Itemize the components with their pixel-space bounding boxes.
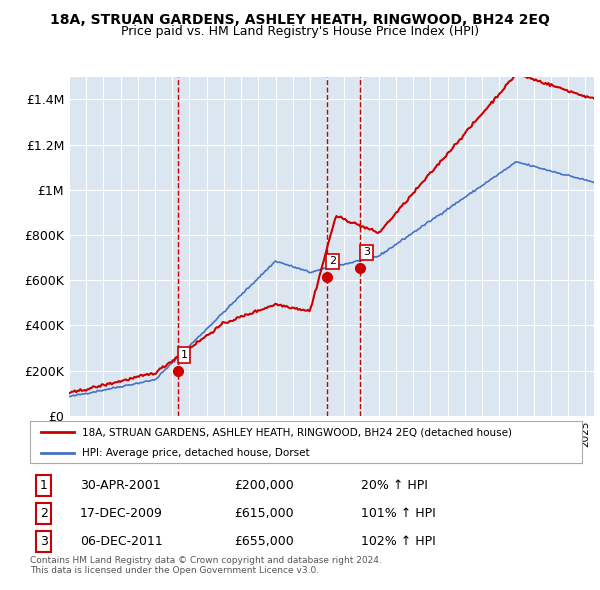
Text: 1: 1 <box>181 350 188 360</box>
Text: 18A, STRUAN GARDENS, ASHLEY HEATH, RINGWOOD, BH24 2EQ (detached house): 18A, STRUAN GARDENS, ASHLEY HEATH, RINGW… <box>82 427 512 437</box>
Text: 17-DEC-2009: 17-DEC-2009 <box>80 507 163 520</box>
Text: 30-APR-2001: 30-APR-2001 <box>80 479 160 492</box>
Text: 18A, STRUAN GARDENS, ASHLEY HEATH, RINGWOOD, BH24 2EQ: 18A, STRUAN GARDENS, ASHLEY HEATH, RINGW… <box>50 13 550 27</box>
Text: 2: 2 <box>329 257 336 267</box>
Text: £200,000: £200,000 <box>234 479 294 492</box>
Text: 3: 3 <box>363 247 370 257</box>
Text: HPI: Average price, detached house, Dorset: HPI: Average price, detached house, Dors… <box>82 448 310 457</box>
Text: 2: 2 <box>40 507 48 520</box>
Text: Contains HM Land Registry data © Crown copyright and database right 2024.
This d: Contains HM Land Registry data © Crown c… <box>30 556 382 575</box>
Text: Price paid vs. HM Land Registry's House Price Index (HPI): Price paid vs. HM Land Registry's House … <box>121 25 479 38</box>
Text: £655,000: £655,000 <box>234 535 294 548</box>
Text: 06-DEC-2011: 06-DEC-2011 <box>80 535 163 548</box>
Text: £615,000: £615,000 <box>234 507 294 520</box>
Text: 3: 3 <box>40 535 48 548</box>
Text: 1: 1 <box>40 479 48 492</box>
Text: 20% ↑ HPI: 20% ↑ HPI <box>361 479 428 492</box>
Text: 101% ↑ HPI: 101% ↑ HPI <box>361 507 436 520</box>
Text: 102% ↑ HPI: 102% ↑ HPI <box>361 535 436 548</box>
